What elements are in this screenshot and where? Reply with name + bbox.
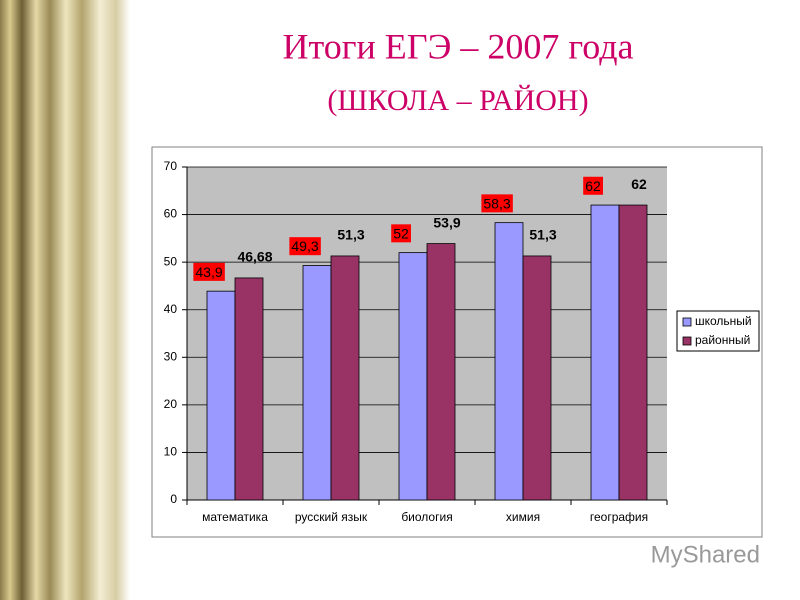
chart-title: Итоги ЕГЭ – 2007 года bbox=[283, 26, 634, 66]
value-label-bg bbox=[481, 194, 513, 213]
value-label: 51,3 bbox=[337, 227, 364, 243]
value-label: 49,3 bbox=[291, 238, 318, 254]
legend-swatch bbox=[682, 317, 692, 327]
y-tick-label: 70 bbox=[164, 159, 178, 173]
bar bbox=[426, 243, 456, 501]
x-tick-label: математика bbox=[202, 510, 268, 524]
value-label: 46,68 bbox=[237, 249, 272, 265]
value-label-bg bbox=[289, 237, 321, 256]
bar bbox=[398, 252, 428, 501]
bar bbox=[522, 255, 552, 501]
value-label-bg bbox=[583, 176, 603, 195]
bar bbox=[590, 204, 620, 501]
bar bbox=[618, 204, 648, 501]
y-tick-label: 20 bbox=[164, 397, 178, 411]
x-tick-label: география bbox=[590, 510, 648, 524]
x-tick-label: биология bbox=[401, 510, 452, 524]
legend-swatch bbox=[682, 336, 692, 346]
decor-stripe bbox=[0, 0, 130, 600]
chart-subtitle: (ШКОЛА – РАЙОН) bbox=[327, 84, 588, 117]
watermark: MyShared bbox=[651, 541, 760, 568]
x-tick-label: химия bbox=[506, 510, 540, 524]
value-label: 52 bbox=[393, 225, 409, 241]
bar bbox=[302, 265, 332, 501]
y-tick-label: 50 bbox=[164, 254, 178, 268]
y-tick-label: 0 bbox=[170, 492, 177, 506]
bar bbox=[494, 222, 524, 501]
value-label: 53,9 bbox=[433, 214, 460, 230]
value-label: 62 bbox=[585, 178, 601, 194]
y-tick-label: 30 bbox=[164, 349, 178, 363]
legend-label: школьный bbox=[695, 314, 752, 328]
bar bbox=[206, 290, 236, 501]
x-tick-label: русский язык bbox=[295, 510, 368, 524]
y-tick-label: 40 bbox=[164, 302, 178, 316]
legend-label: районный bbox=[695, 333, 750, 347]
value-label: 43,9 bbox=[195, 264, 222, 280]
value-label: 51,3 bbox=[529, 227, 556, 243]
y-tick-label: 10 bbox=[164, 445, 178, 459]
value-label-bg bbox=[193, 262, 225, 281]
value-label: 62 bbox=[631, 176, 647, 192]
bar bbox=[234, 277, 264, 501]
value-label: 58,3 bbox=[483, 195, 510, 211]
y-tick-label: 60 bbox=[164, 207, 178, 221]
bar bbox=[330, 255, 360, 501]
value-label-bg bbox=[391, 224, 411, 243]
